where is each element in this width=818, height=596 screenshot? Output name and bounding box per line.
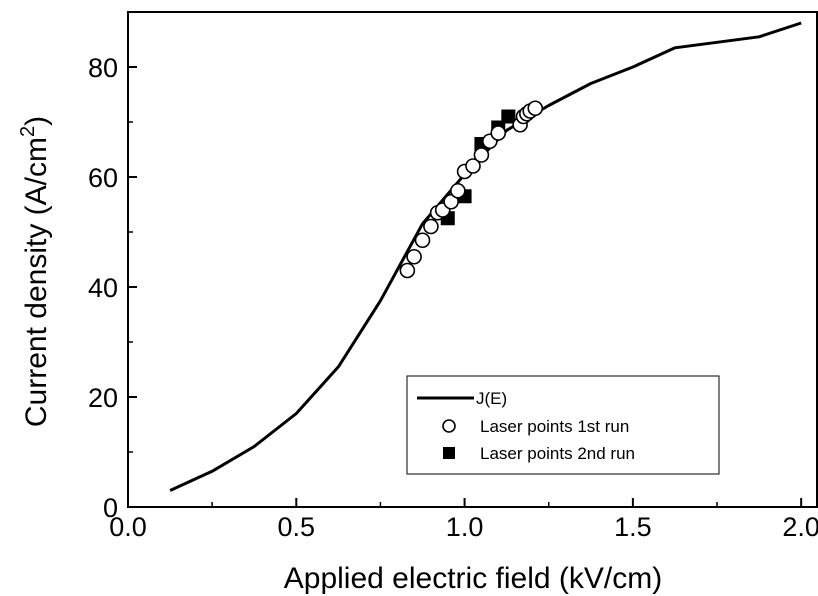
y-axis-label-close: ) <box>20 116 53 126</box>
y-axis-label: Current density (A/cm2) <box>17 116 53 427</box>
legend-label: Laser points 2nd run <box>480 444 635 463</box>
x-axis-label: Applied electric field (kV/cm) <box>284 562 662 595</box>
y-tick-label: 20 <box>88 383 118 413</box>
y-tick-label: 40 <box>88 273 118 303</box>
y-axis-label-main: Current density (A/cm <box>20 137 53 427</box>
series-layer <box>169 21 802 492</box>
point-1st-run <box>443 193 459 210</box>
point-1st-run <box>473 147 490 163</box>
point-1st-run <box>450 182 466 199</box>
legend-label: J(E) <box>476 389 507 408</box>
point-1st-run <box>490 125 507 141</box>
point-1st-run <box>465 158 481 174</box>
point-1st-run <box>399 262 416 279</box>
y-axis-label-superscript: 2 <box>17 126 39 137</box>
plot-frame <box>127 11 818 508</box>
point-2nd-run <box>501 109 516 124</box>
legend-swatch-square <box>443 447 455 459</box>
plot-border <box>127 11 818 508</box>
legend-box <box>406 375 720 475</box>
axis-ticks <box>127 66 803 508</box>
x-tick-label: 1.5 <box>614 512 652 542</box>
point-1st-run <box>406 248 422 265</box>
point-1st-run <box>423 218 439 235</box>
y-tick-label: 60 <box>88 163 118 193</box>
tick-labels: 0.0 0.5 1.0 1.5 2.0 0 20 40 60 80 <box>88 53 818 542</box>
x-tick-label: 0.5 <box>278 512 316 542</box>
x-tick-label: 0.0 <box>109 512 147 542</box>
legend-swatch-circle <box>442 419 456 433</box>
y-tick-label: 80 <box>88 53 118 83</box>
point-1st-run <box>414 232 431 249</box>
legend-label: Laser points 1st run <box>480 417 629 436</box>
x-tick-label: 1.0 <box>446 512 484 542</box>
legend: J(E) Laser points 1st run Laser points 2nd… <box>406 375 720 475</box>
y-tick-label: 0 <box>103 493 118 523</box>
point-1st-run <box>527 100 544 117</box>
x-tick-label: 2.0 <box>782 512 818 542</box>
